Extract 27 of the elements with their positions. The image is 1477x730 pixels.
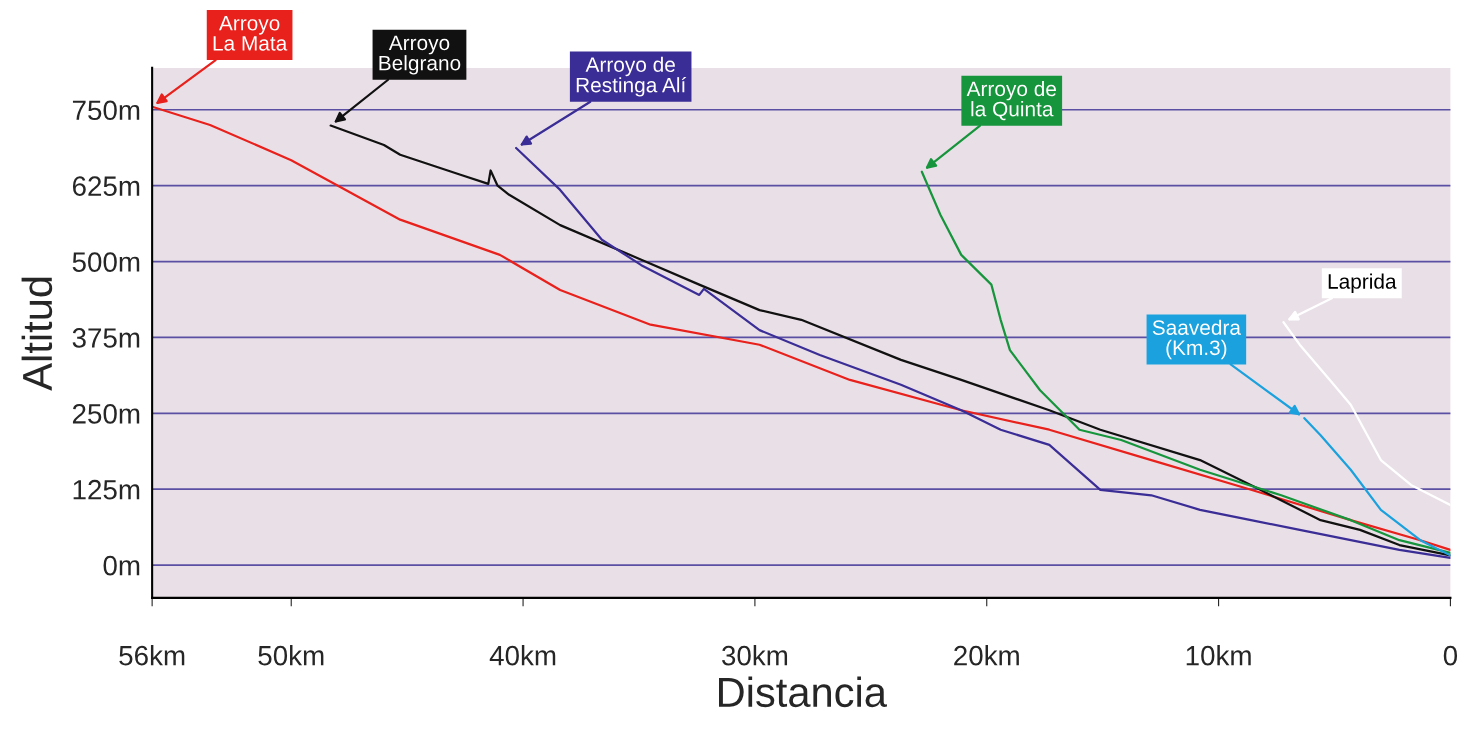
y-tick-label: 0m bbox=[103, 555, 140, 576]
x-tick-label: 50km bbox=[258, 645, 324, 666]
y-tick-label: 375m bbox=[72, 328, 140, 348]
x-tick-label: 30km bbox=[722, 645, 788, 666]
y-tick-label: 750m bbox=[72, 100, 140, 121]
line-series bbox=[920, 170, 1451, 555]
text: Arroyo de Restinga Alí bbox=[576, 56, 687, 97]
line-series bbox=[1303, 417, 1451, 557]
text: Saavedra (Km.3) bbox=[1152, 319, 1241, 360]
text: Arroyo de la Quinta bbox=[966, 80, 1056, 121]
line-series bbox=[1282, 321, 1451, 507]
y-tick-label: 625m bbox=[72, 176, 140, 196]
text: Arroyo Belgrano bbox=[379, 35, 461, 75]
y-tick-label: 125m bbox=[73, 479, 140, 500]
x-tick-label: 40km bbox=[489, 645, 556, 666]
line-series bbox=[515, 146, 1451, 559]
x-tick-label: 10km bbox=[1186, 645, 1251, 666]
y-tick-label: 500m bbox=[72, 252, 140, 272]
x-tick-label: 0 bbox=[1443, 645, 1458, 666]
y-axis-title: Altitud bbox=[21, 277, 53, 391]
x-tick-label: 56km bbox=[119, 645, 185, 666]
x-axis-title: Distancia bbox=[719, 676, 887, 708]
x-tick-label: 20km bbox=[954, 645, 1019, 666]
text: Laprida bbox=[1328, 273, 1397, 293]
text: Arroyo La Mata bbox=[213, 16, 288, 51]
y-tick-label: 250m bbox=[72, 403, 140, 424]
line-series bbox=[329, 124, 1451, 557]
